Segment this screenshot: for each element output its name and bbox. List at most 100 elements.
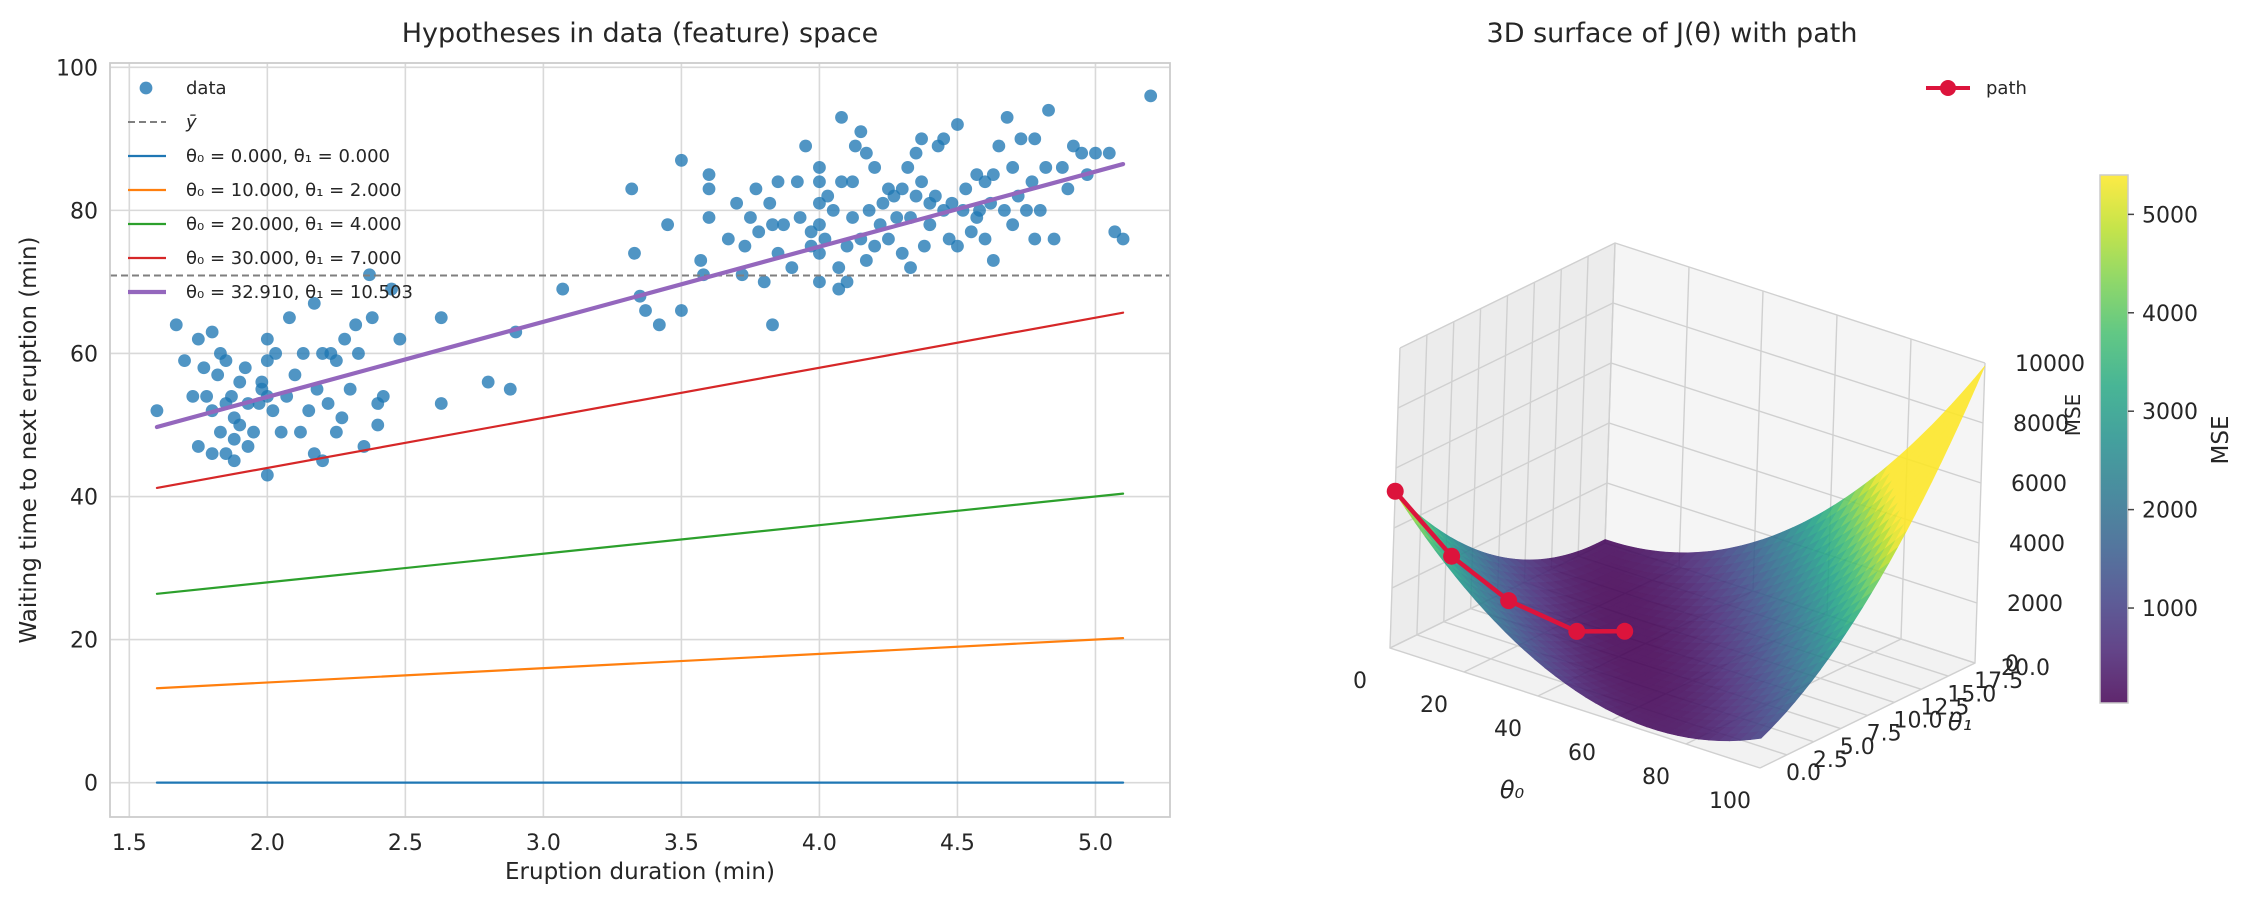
data-point: [694, 254, 708, 267]
theta1-tick-label: 10.0: [1894, 709, 1943, 734]
plot-frame: [109, 62, 1171, 818]
data-point: [832, 261, 846, 274]
data-point: [876, 196, 890, 210]
data-point: [219, 354, 233, 367]
data-point: [744, 211, 757, 224]
y-axis-label: Waiting time to next eruption (min): [16, 236, 42, 643]
data-point: [191, 332, 205, 346]
data-point: [813, 275, 826, 289]
data-point: [945, 196, 959, 210]
colorbar-tick-label: 2000: [2142, 499, 2198, 524]
legend: path: [1926, 78, 2027, 99]
data-point: [942, 232, 956, 246]
data-point: [986, 168, 1000, 181]
data-point: [730, 196, 744, 210]
data-point: [813, 161, 826, 174]
data-point: [890, 211, 904, 224]
path-point: [1443, 547, 1461, 565]
data-point: [233, 375, 247, 389]
data-point: [978, 175, 992, 189]
data-point: [868, 161, 882, 174]
theta0-axis-label: θ₀: [1500, 776, 1525, 804]
theta1-tick-label: 2.5: [1813, 748, 1848, 773]
data-point: [937, 132, 951, 146]
z-tick-label: 4000: [2009, 532, 2065, 557]
data-point: [241, 440, 255, 453]
legend-label: path: [1986, 78, 2027, 99]
data-point: [283, 311, 296, 325]
data-point: [371, 418, 385, 432]
data-point: [970, 168, 984, 181]
theta0-tick-label: 0: [1353, 669, 1367, 694]
data-point: [294, 425, 307, 439]
data-point: [1055, 161, 1069, 174]
hypothesis-line: [155, 637, 1125, 690]
x-tick-label: 5.0: [1078, 831, 1113, 856]
legend-label: θ₀ = 32.910, θ₁ = 10.503: [186, 282, 413, 303]
data-point: [964, 225, 978, 239]
data-point: [150, 404, 164, 418]
theta1-axis-label: θ₁: [1948, 708, 1972, 736]
data-point: [917, 239, 931, 253]
data-point: [854, 125, 868, 139]
data-point: [556, 282, 570, 296]
data-point: [296, 347, 310, 360]
data-point: [365, 311, 379, 325]
data-point: [915, 175, 928, 189]
data-point: [233, 418, 247, 432]
data-point: [338, 332, 352, 346]
data-point: [1144, 89, 1158, 103]
legend-label: θ₀ = 10.000, θ₁ = 2.000: [186, 180, 401, 201]
data-point: [197, 361, 211, 375]
y-tick-label: 40: [70, 486, 98, 511]
data-point: [840, 275, 854, 289]
data-point: [307, 296, 321, 310]
data-point: [813, 196, 826, 210]
data-point: [434, 311, 448, 325]
theta0-tick-label: 20: [1420, 693, 1448, 718]
z-tick-label: 2000: [2007, 592, 2063, 617]
theta1-tick-label: 7.5: [1867, 722, 1902, 747]
colorbar-label: MSE: [2208, 416, 2234, 465]
data-point: [771, 175, 785, 189]
data-point: [813, 175, 826, 189]
legend-label: data: [186, 78, 227, 99]
z-tick-label: 8000: [2013, 412, 2069, 437]
data-point: [169, 318, 183, 332]
data-point: [978, 232, 992, 246]
data-point: [238, 361, 252, 375]
x-tick-label: 4.0: [802, 831, 837, 856]
data-point: [799, 139, 813, 153]
data-point: [481, 375, 495, 389]
data-point: [835, 175, 848, 189]
hypothesis-line: [155, 492, 1125, 595]
data-point: [804, 225, 818, 239]
data-point: [1000, 110, 1014, 124]
z-axis-label: MSE: [2061, 394, 2085, 437]
hypothesis-line: [154, 161, 1126, 430]
data-point: [266, 404, 280, 418]
data-point: [1047, 232, 1061, 246]
x-tick-label: 3.0: [526, 831, 561, 856]
data-point: [321, 397, 335, 410]
data-point: [205, 447, 219, 460]
data-point: [178, 354, 191, 367]
data-point: [186, 389, 200, 403]
data-point: [219, 447, 233, 460]
data-point: [1006, 218, 1020, 232]
data-point: [675, 304, 688, 317]
data-point: [200, 389, 214, 403]
data-point: [951, 118, 964, 131]
chart-right: 3D surface of J(θ) with path 0 20 40 60 80 100…: [1353, 18, 2234, 814]
chart-left: 1.5 2.0 2.5 3.0 3.5 4.0 4.5 5.0 0 20 40 60 80 100 Hypo…: [16, 18, 1171, 885]
data-point: [901, 161, 915, 174]
data-point: [307, 447, 321, 460]
legend-label: θ₀ = 30.000, θ₁ = 7.000: [186, 248, 401, 269]
data-point: [721, 232, 735, 246]
data-point: [639, 304, 652, 317]
data-point: [895, 246, 909, 260]
data-point: [835, 110, 848, 124]
path-point: [1500, 592, 1518, 610]
data-point: [813, 246, 826, 260]
